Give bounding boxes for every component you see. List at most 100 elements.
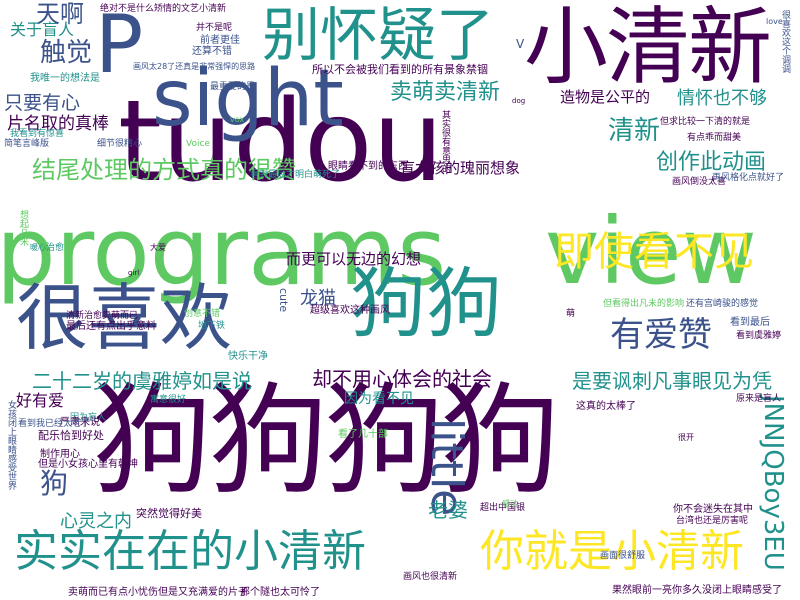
word-view: view bbox=[545, 198, 757, 305]
word-taiwan: 台湾也还是厉害呢 bbox=[676, 516, 749, 526]
word-ergengkeyi: 而更可以无边的幻想 bbox=[286, 250, 422, 268]
word-pianming: 片名取的真棒 bbox=[7, 114, 109, 134]
word-gongqijun: 还有宫崎骏的感觉 bbox=[686, 299, 759, 309]
word-yansulaishuo: 严肃来说 bbox=[60, 417, 100, 428]
word-youaizan: 有爱赞 bbox=[610, 315, 712, 355]
word-cute: cute bbox=[277, 288, 290, 313]
word-shishizaizai: 实实在在的小清新 bbox=[14, 526, 366, 577]
word-jianbi: 简笔言峰版 bbox=[4, 139, 50, 149]
word-yuyi: 寓意很好 bbox=[150, 395, 187, 405]
word-nuanxin: 暖心 bbox=[30, 243, 46, 252]
word-chaochu: 超出中国银 bbox=[480, 503, 526, 513]
word-youdianguai: 有点乖而甜美 bbox=[687, 133, 742, 143]
word-henkai: 很开 bbox=[678, 433, 694, 442]
word-jnnjqboy3eu: JNNJQBoy3EU bbox=[758, 395, 788, 571]
word-little: little bbox=[421, 418, 472, 517]
word-nibuhui: 你不会迷失在其中 bbox=[673, 504, 753, 515]
word-yuanlaishi: 原来是盲人 bbox=[736, 394, 782, 404]
word-chuangyi: 创意不错 bbox=[184, 309, 221, 319]
word-zaowu: 造物是公平的 bbox=[560, 88, 651, 106]
word-maimengeryi: 卖萌而已有点小忧伤但是又充满爱的片子 bbox=[68, 587, 248, 598]
word-xiaoqingxin: 小清新 bbox=[524, 0, 772, 96]
word-longmao: 龙猫 bbox=[300, 288, 336, 309]
word-huafeng28: 画风太28了还真是非常强悍的思路 bbox=[133, 62, 256, 71]
word-dog: dog bbox=[512, 97, 526, 105]
word-huansuan: 还算不错 bbox=[192, 46, 232, 57]
word-daai: 大爱 bbox=[150, 243, 166, 252]
word-voice: Voice bbox=[186, 139, 210, 149]
word-yinweimangren: 因为盲人 bbox=[70, 413, 107, 423]
word-qishihen: 其实很有意思的 bbox=[440, 110, 450, 173]
word-dankande: 但看得出凡未的影响 bbox=[603, 299, 685, 309]
word-zuizhongyao: 最重要的是 bbox=[210, 82, 256, 92]
word-chuangzuo: 创作此动画 bbox=[656, 150, 767, 175]
word-haoyouai: 好有爱 bbox=[16, 391, 65, 410]
word-tudou: tudou bbox=[118, 77, 444, 207]
word-dixiatie: 地下铁 bbox=[198, 321, 226, 331]
word-henxihuanzhege: 很喜欢这个调调 bbox=[780, 10, 790, 73]
word-juedui: 绝对不是什么矫情的文艺小清新 bbox=[100, 4, 227, 14]
word-qinghuai: 情怀也不够 bbox=[677, 88, 767, 109]
word-wokandao: 我看到有惊喜 bbox=[10, 129, 65, 139]
word-chaoji: 超级喜欢这种画风 bbox=[310, 305, 390, 316]
word-girl: girl bbox=[128, 269, 140, 277]
word-programs: programs bbox=[0, 198, 447, 307]
word-love: love bbox=[766, 17, 783, 26]
word-kandaozuihou: 看到最后才明白萌死了 bbox=[250, 170, 341, 180]
word-xiangqijimi: 想起几米 bbox=[18, 210, 28, 246]
word-yinweikanbujian: 因为看不见 bbox=[344, 391, 414, 407]
word-gou: 狗 bbox=[40, 467, 69, 500]
word-kanlejishi: 看了几十部 bbox=[338, 429, 388, 440]
word-kuaile: 快乐干净 bbox=[228, 351, 268, 362]
word-biehuaiyile: 别怀疑了 bbox=[262, 1, 495, 69]
word-danqiu: 但求比较一下清的就是 bbox=[660, 117, 751, 127]
word-peiyue: 配乐恰到好处 bbox=[38, 429, 104, 442]
word-jiewei: 结尾处理的方式真的很赞 bbox=[32, 156, 296, 184]
word-maimeng: 卖萌卖清新 bbox=[390, 80, 501, 105]
word-yanjing: 眼睛看不到的东西 bbox=[328, 161, 408, 172]
word-laopo: 老婆 bbox=[428, 498, 468, 522]
word-xinlingzhinei: 心灵之内 bbox=[60, 511, 132, 532]
word-zhezhende: 这真的太棒了 bbox=[576, 401, 636, 412]
word-qianzhe: 前者更佳 bbox=[200, 35, 240, 46]
word-tiana: 天啊 bbox=[36, 0, 84, 28]
word-p: P bbox=[95, 0, 144, 91]
word-xijie: 细节很精心 bbox=[97, 139, 143, 149]
word-kandaozuihou2: 看到最后 bbox=[730, 317, 770, 328]
word-kandaoyuyating: 看到虞雅婷 bbox=[736, 331, 782, 341]
word-v: V bbox=[516, 37, 525, 51]
word-chujue: 触觉 bbox=[40, 38, 93, 68]
word-nijiushixiaoqingxin: 你就是小清新 bbox=[480, 526, 744, 577]
word-qingxinzhiyu: 清新治愈卖萌而已 bbox=[66, 311, 139, 321]
word-guanyumangren: 关于盲人 bbox=[10, 20, 75, 39]
word-zhiyaoyouxin: 只要有心 bbox=[4, 92, 81, 114]
word-zhiyu: 治愈 bbox=[46, 243, 65, 253]
word-zhizuoyongxin: 制作用心 bbox=[40, 449, 80, 460]
word-vox: vox bbox=[230, 115, 245, 124]
word-huamian: 画面很舒服 bbox=[600, 551, 646, 561]
word-guoran: 果然眼前一亮你多久没闭上眼睛感受了 bbox=[612, 585, 782, 596]
word-ershierxui: 二十二岁的虞雅婷如是说 bbox=[32, 369, 252, 393]
word-danshixiaonvhai: 但是小女孩心里有乾坤 bbox=[38, 459, 138, 470]
word-gougougougou: 狗狗狗狗 bbox=[92, 372, 560, 511]
word-nvhaibishang: 女孩闭上眼睛感受世界 bbox=[6, 400, 16, 490]
word-zuihou: 最后还有点出乎意料 bbox=[66, 321, 156, 332]
word-henxihuan: 很喜欢 bbox=[16, 276, 233, 360]
word-turan: 突然觉得好美 bbox=[136, 507, 202, 520]
word-huafenghen: 画风也很清新 bbox=[403, 572, 458, 582]
word-suoyibuhui: 所以不会被我们看到的所有景象禁锢 bbox=[312, 63, 488, 76]
word-kandaowo: 看到我已经太老了 bbox=[18, 419, 91, 429]
word-shiyaofengci: 是要讽刺凡事眼见为凭 bbox=[572, 369, 772, 393]
word-gougou: 狗狗 bbox=[350, 259, 502, 348]
word-zaifenggehua: 再风格化点就好了 bbox=[712, 173, 785, 183]
word-bingbushi: 并不是呢 bbox=[196, 23, 233, 33]
word-nageshui: 那个隧也太可怜了 bbox=[240, 587, 320, 598]
word-woweiyi: 我唯一的想法是 bbox=[30, 73, 100, 84]
word-jishikanbujian: 即使看不见 bbox=[554, 229, 754, 275]
word-qingxin: 清新 bbox=[608, 116, 661, 146]
word-mangnvhai: 盲女孩的瑰丽想象 bbox=[400, 159, 521, 177]
word-quebuyongxin: 却不用心体会的社会 bbox=[312, 367, 492, 391]
word-huafengdaomei: 画风倒没太喜 bbox=[672, 177, 727, 187]
word-sight: sight bbox=[152, 54, 344, 144]
